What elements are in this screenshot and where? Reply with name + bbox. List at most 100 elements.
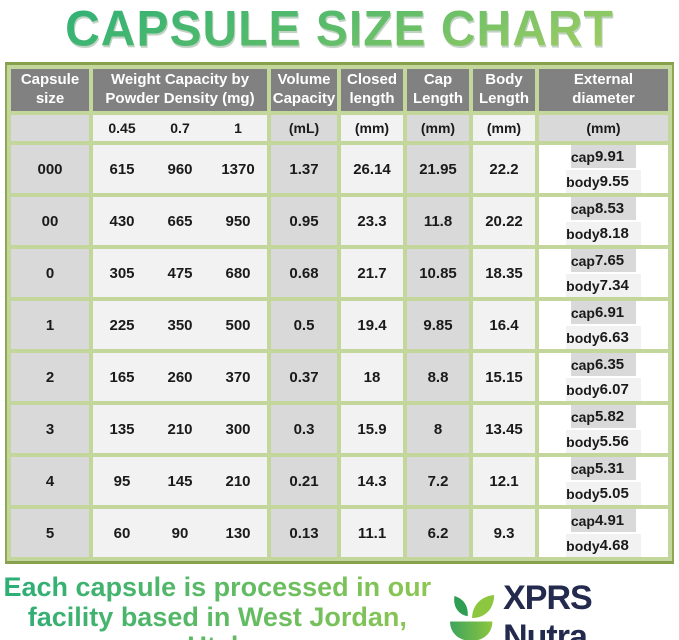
header-body-length: Body Length xyxy=(473,69,535,111)
weight-07-value: 665 xyxy=(167,212,193,230)
external-cap-label: cap xyxy=(570,512,595,529)
external-body-value: 6.63 xyxy=(599,329,629,346)
capsule-size-cell: 2 xyxy=(11,353,89,401)
body-length-cell: 16.4 xyxy=(473,301,535,349)
weight-values-cell: 430 665 950 xyxy=(93,197,267,245)
header-cap-length: Cap Length xyxy=(407,69,469,111)
weight-values-cell: 60 90 130 xyxy=(93,509,267,557)
cap-length-cell: 11.8 xyxy=(407,197,469,245)
weight-1-value: 370 xyxy=(225,368,251,386)
body-length-cell: 9.3 xyxy=(473,509,535,557)
external-body-label: body xyxy=(566,381,600,398)
body-length-cell: 13.45 xyxy=(473,405,535,453)
external-body-value: 9.55 xyxy=(599,173,629,190)
external-body-row: body 7.34 xyxy=(566,274,641,297)
capsule-size-cell: 5 xyxy=(11,509,89,557)
closed-length-cell: 14.3 xyxy=(341,457,403,505)
external-body-value: 7.34 xyxy=(599,277,629,294)
body-length-cell: 22.2 xyxy=(473,145,535,193)
capsule-size-cell: 1 xyxy=(11,301,89,349)
external-body-row: body 8.18 xyxy=(566,222,641,245)
cap-length-cell: 10.85 xyxy=(407,249,469,297)
brand-name: XPRS Nutra xyxy=(503,578,593,640)
units-spacer-cell xyxy=(11,115,89,141)
body-length-cell: 15.15 xyxy=(473,353,535,401)
weight-values-cell: 135 210 300 xyxy=(93,405,267,453)
weight-045-value: 430 xyxy=(109,212,135,230)
closed-length-cell: 18 xyxy=(341,353,403,401)
external-body-label: body xyxy=(566,485,600,502)
volume-capacity-cell: 0.5 xyxy=(271,301,337,349)
header-external-diameter: External diameter xyxy=(539,69,668,111)
external-body-row: body 9.55 xyxy=(566,170,641,193)
volume-capacity-cell: 0.3 xyxy=(271,405,337,453)
weight-07-value: 260 xyxy=(167,368,193,386)
weight-values-cell: 225 350 500 xyxy=(93,301,267,349)
volume-capacity-cell: 1.37 xyxy=(271,145,337,193)
external-body-value: 6.07 xyxy=(599,381,629,398)
cap-length-cell: 6.2 xyxy=(407,509,469,557)
capsule-size-cell: 4 xyxy=(11,457,89,505)
weight-045-value: 135 xyxy=(109,420,135,438)
external-cap-value: 6.35 xyxy=(594,356,625,373)
weight-1-value: 950 xyxy=(225,212,251,230)
external-cap-value: 5.82 xyxy=(594,408,625,425)
units-body-cell: (mm) xyxy=(473,115,535,141)
external-cap-label: cap xyxy=(570,200,595,217)
volume-capacity-cell: 0.21 xyxy=(271,457,337,505)
units-external-cell: (mm) xyxy=(539,115,668,141)
capsule-size-cell: 3 xyxy=(11,405,89,453)
external-cap-label: cap xyxy=(570,460,595,477)
capsule-size-cell: 000 xyxy=(11,145,89,193)
header-weight-line2: Powder Density (mg) xyxy=(105,90,255,107)
external-cap-label: cap xyxy=(570,148,595,165)
external-body-label: body xyxy=(566,329,600,346)
external-cap-value: 4.91 xyxy=(594,512,625,529)
weight-045-value: 165 xyxy=(109,368,135,386)
external-cap-row: cap 6.35 xyxy=(570,353,637,376)
external-diameter-cell: cap 8.53 body 8.18 xyxy=(539,197,668,245)
footer-message: Each capsule is processed in our facilit… xyxy=(0,573,435,640)
weight-1-value: 300 xyxy=(225,420,251,438)
external-cap-row: cap 8.53 xyxy=(570,197,637,220)
volume-capacity-cell: 0.95 xyxy=(271,197,337,245)
weight-1-value: 130 xyxy=(225,524,251,542)
unit-density-07: 0.7 xyxy=(170,120,190,136)
external-body-row: body 5.05 xyxy=(566,482,641,505)
weight-07-value: 350 xyxy=(167,316,193,334)
external-cap-value: 9.91 xyxy=(594,148,625,165)
cap-length-cell: 21.95 xyxy=(407,145,469,193)
units-cap-cell: (mm) xyxy=(407,115,469,141)
external-cap-row: cap 6.91 xyxy=(570,301,637,324)
external-cap-label: cap xyxy=(570,408,595,425)
closed-length-cell: 15.9 xyxy=(341,405,403,453)
body-length-cell: 12.1 xyxy=(473,457,535,505)
external-cap-row: cap 9.91 xyxy=(570,145,637,168)
unit-density-045: 0.45 xyxy=(108,120,136,136)
weight-values-cell: 615 960 1370 xyxy=(93,145,267,193)
external-cap-row: cap 7.65 xyxy=(570,249,637,272)
weight-07-value: 90 xyxy=(171,524,189,542)
weight-1-value: 1370 xyxy=(221,160,255,178)
external-diameter-cell: cap 6.35 body 6.07 xyxy=(539,353,668,401)
closed-length-cell: 21.7 xyxy=(341,249,403,297)
external-cap-value: 8.53 xyxy=(594,200,625,217)
external-body-label: body xyxy=(566,225,600,242)
weight-045-value: 615 xyxy=(109,160,135,178)
external-body-row: body 5.56 xyxy=(566,430,641,453)
weight-values-cell: 305 475 680 xyxy=(93,249,267,297)
weight-045-value: 305 xyxy=(109,264,135,282)
weight-07-value: 475 xyxy=(167,264,193,282)
weight-07-value: 145 xyxy=(167,472,193,490)
external-body-row: body 6.07 xyxy=(566,378,641,401)
closed-length-cell: 19.4 xyxy=(341,301,403,349)
page-title: CAPSULE SIZE CHART xyxy=(65,1,614,58)
weight-07-value: 960 xyxy=(167,160,193,178)
cap-length-cell: 9.85 xyxy=(407,301,469,349)
footer: Each capsule is processed in our facilit… xyxy=(0,573,679,640)
external-body-value: 4.68 xyxy=(599,537,629,554)
header-capsule-size: Capsule size xyxy=(11,69,89,111)
external-cap-label: cap xyxy=(570,304,595,321)
weight-1-value: 500 xyxy=(225,316,251,334)
volume-capacity-cell: 0.13 xyxy=(271,509,337,557)
